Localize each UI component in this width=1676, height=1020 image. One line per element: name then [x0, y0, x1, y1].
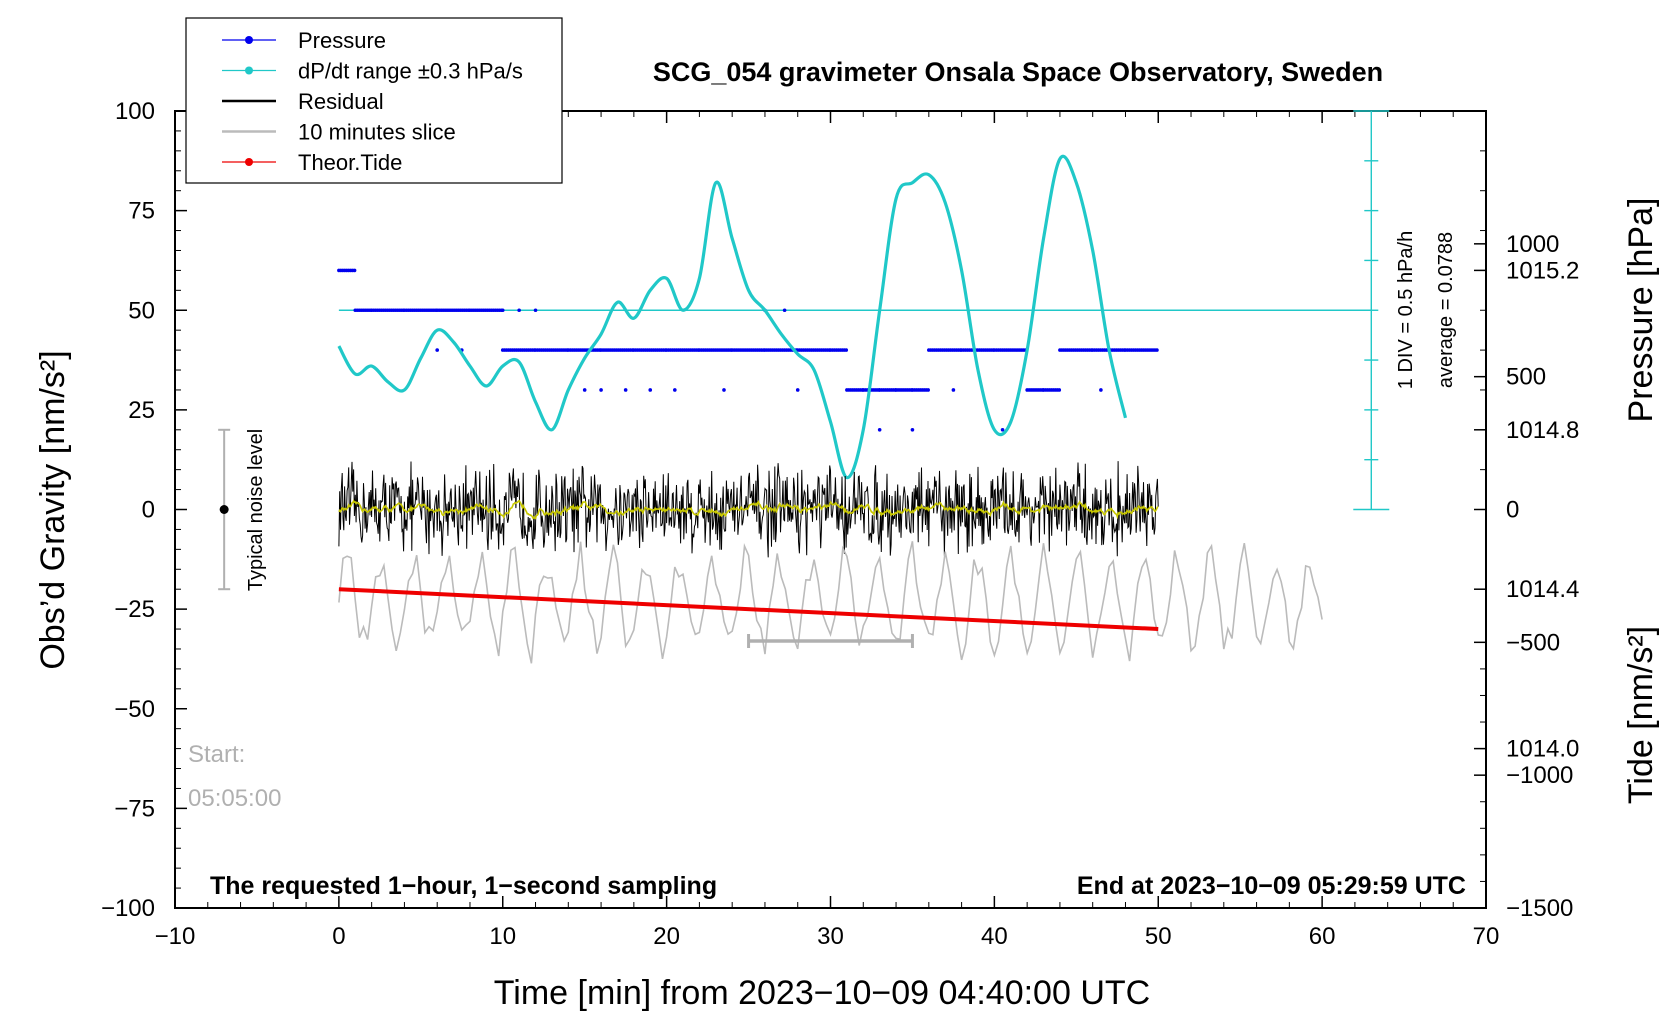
- tide-tick-label: −500: [1506, 629, 1560, 656]
- pressure-dot: [517, 308, 521, 313]
- gravity-tick-label: 100: [115, 98, 155, 125]
- legend-label: Residual: [298, 89, 384, 114]
- pressure-dot: [533, 308, 538, 313]
- pressure-dot: [926, 388, 930, 392]
- gravity-tick-label: 25: [128, 397, 155, 424]
- pressure-dot: [582, 388, 587, 392]
- legend-label: Pressure: [298, 28, 386, 53]
- pressure-series: [337, 268, 1159, 432]
- noise-level-center: [219, 505, 229, 514]
- dpdt-series: [337, 154, 1128, 480]
- tide-tick-label: 0: [1506, 497, 1519, 524]
- x-tick-label: −10: [155, 923, 196, 950]
- start-label: Start:: [188, 741, 245, 768]
- legend-label: 10 minutes slice: [298, 120, 456, 145]
- slice-line: [338, 541, 1323, 664]
- tide-tick-label: −1000: [1506, 762, 1573, 789]
- dpdt-line: [337, 154, 1128, 480]
- pressure-dot: [435, 348, 440, 352]
- x-axis-title: Time [min] from 2023−10−09 04:40:00 UTC: [494, 974, 1150, 1012]
- slice-series: [338, 541, 1323, 664]
- residual-series: [338, 461, 1159, 558]
- residual-line: [338, 461, 1159, 558]
- pressure-tick-label: 1014.8: [1506, 417, 1579, 444]
- legend: Pressure dP/dt range ±0.3 hPa/s Residual 10…: [185, 17, 563, 184]
- chart-title: SCG_054 gravimeter Onsala Space Observat…: [653, 57, 1383, 87]
- pressure-axis-ticks: 1014.0 1014.4 1014.8 1015.2: [1474, 150, 1579, 763]
- x-axis-ticks: −10 0 10 20 30 40 50 60 70: [155, 111, 1500, 950]
- tide-series: [338, 587, 1159, 632]
- pressure-dot: [599, 388, 603, 392]
- pressure-dot: [352, 268, 357, 273]
- pressure-dot: [722, 388, 726, 392]
- start-time: 05:05:00: [188, 785, 281, 812]
- gravity-tick-label: 0: [142, 497, 155, 524]
- gravity-tick-label: −100: [101, 895, 155, 922]
- x-tick-label: 50: [1145, 923, 1172, 950]
- x-tick-label: 70: [1473, 923, 1500, 950]
- pressure-dot: [673, 388, 677, 392]
- x-tick-label: 40: [981, 923, 1008, 950]
- legend-label: dP/dt range ±0.3 hPa/s: [298, 59, 523, 84]
- pressure-tick-label: 1014.4: [1506, 576, 1579, 603]
- gravity-tick-label: 75: [128, 198, 155, 225]
- tide-tick-label: 1000: [1506, 231, 1559, 258]
- tide-axis-title: Tide [nm/s²]: [1622, 626, 1660, 804]
- gravity-axis-title: Obs’d Gravity [nm/s²]: [34, 350, 72, 669]
- pressure-dot: [1057, 388, 1062, 392]
- pressure-dot: [1155, 348, 1159, 352]
- pressure-dot: [795, 388, 800, 392]
- legend-label: Theor.Tide: [298, 150, 402, 175]
- x-tick-label: 30: [817, 923, 844, 950]
- pressure-tick-label: 1014.0: [1506, 736, 1579, 763]
- tide-axis-ticks: 1000 500 0 −500 −1000 −1500: [1474, 231, 1573, 922]
- pressure-dot: [910, 428, 915, 432]
- pressure-dot: [500, 308, 505, 313]
- legend-marker: [245, 36, 253, 44]
- x-tick-label: 0: [332, 923, 345, 950]
- pressure-tick-label: 1015.2: [1506, 257, 1579, 284]
- tide-tick-label: 500: [1506, 364, 1546, 391]
- pressure-dot: [1099, 388, 1103, 392]
- average-label: average = 0.0788: [1435, 232, 1457, 388]
- pressure-reference: [338, 110, 1390, 511]
- tide-tick-label: −1500: [1506, 895, 1573, 922]
- bottom-left-note: The requested 1−hour, 1−second sampling: [210, 872, 717, 900]
- x-tick-label: 10: [489, 923, 516, 950]
- pressure-dot: [648, 388, 653, 392]
- x-tick-label: 60: [1309, 923, 1336, 950]
- div-label: 1 DIV = 0.5 hPa/h: [1395, 231, 1417, 389]
- gravity-tick-label: −75: [114, 795, 155, 822]
- pressure-dot: [782, 308, 787, 313]
- legend-marker: [245, 158, 253, 166]
- noise-level-label: Typical noise level: [245, 429, 267, 591]
- slice-duration-bar: [747, 634, 914, 649]
- pressure-dot: [1000, 428, 1005, 432]
- residual-smoothed-line: [338, 499, 1159, 520]
- bottom-right-note: End at 2023−10−09 05:29:59 UTC: [1077, 872, 1466, 900]
- gravity-tick-label: −50: [114, 696, 155, 723]
- noise-level-marker: [218, 428, 231, 591]
- pressure-dot: [623, 388, 628, 392]
- x-tick-label: 20: [653, 923, 680, 950]
- gravity-tick-label: −25: [114, 596, 155, 623]
- pressure-dot: [951, 388, 956, 392]
- gravity-tick-label: 50: [128, 297, 155, 324]
- legend-marker: [245, 66, 253, 75]
- pressure-dot: [877, 428, 882, 432]
- pressure-axis-title: Pressure [hPa]: [1622, 198, 1660, 423]
- pressure-dot: [844, 348, 849, 352]
- tide-line: [338, 587, 1159, 632]
- gravity-axis-ticks: −100 −75 −50 −25 0 25 50 75 100: [101, 98, 187, 922]
